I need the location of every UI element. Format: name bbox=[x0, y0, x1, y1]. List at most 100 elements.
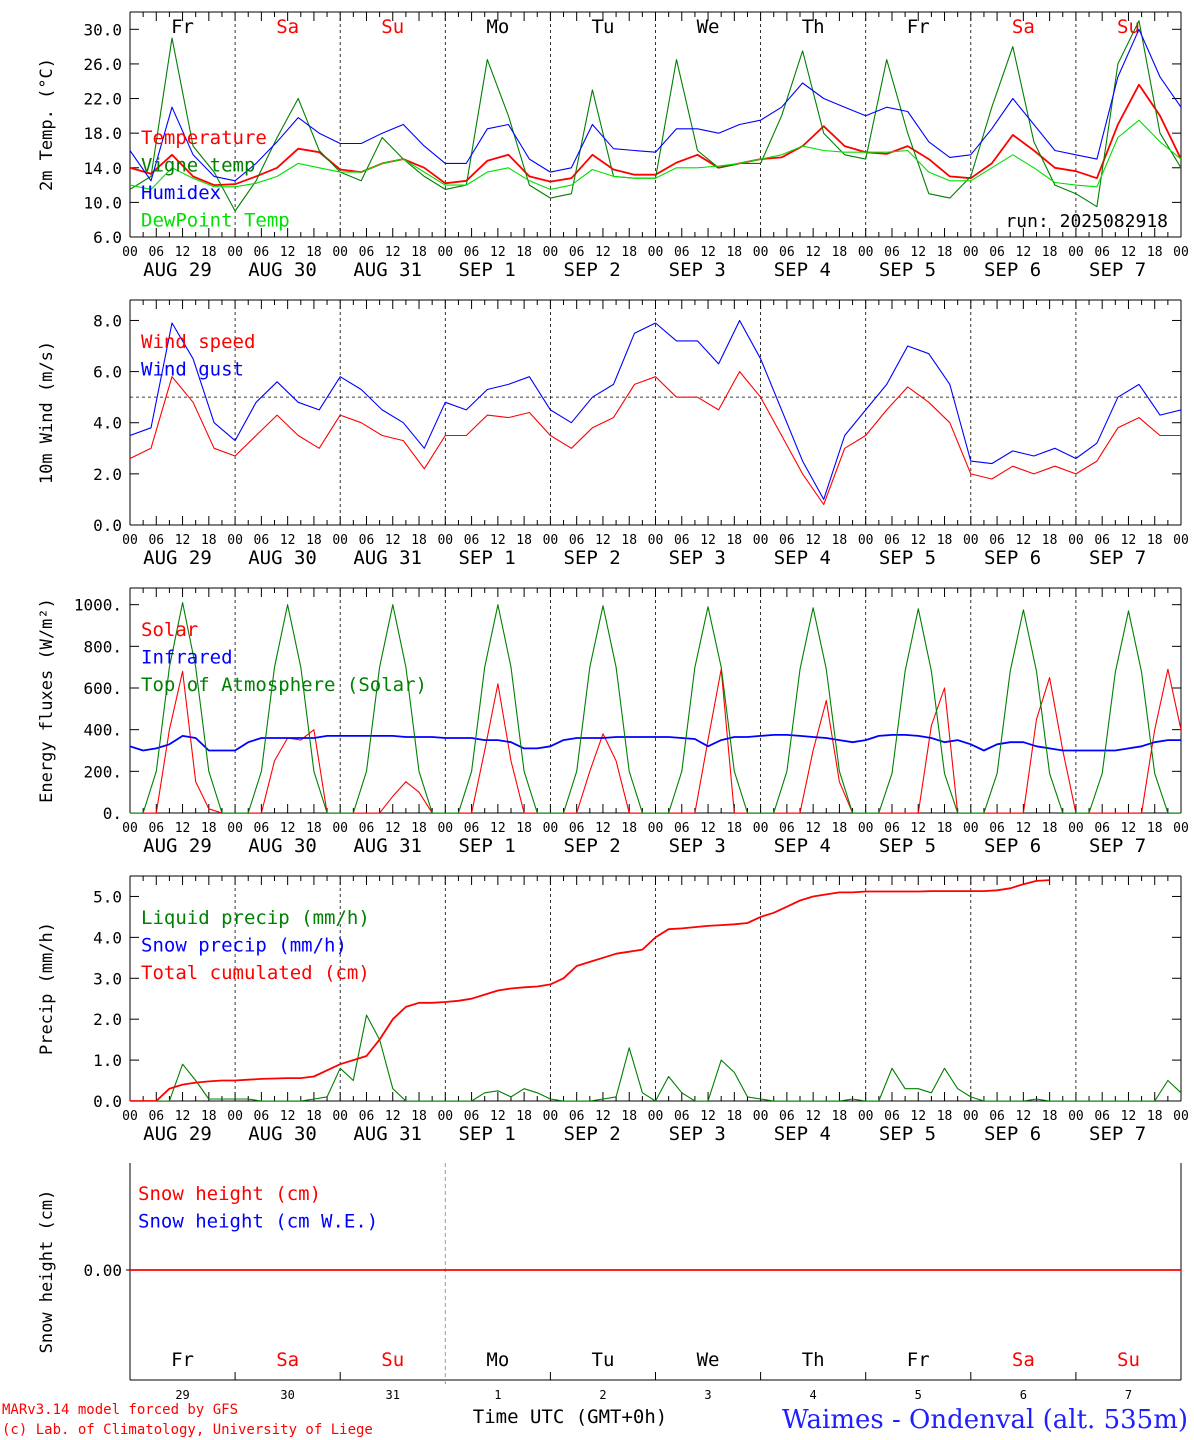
date-label: AUG 30 bbox=[248, 547, 317, 569]
hour-tick-label: 12 bbox=[805, 533, 821, 548]
weekday-label: Su bbox=[1117, 16, 1140, 38]
bottom-weekday-label: Th bbox=[802, 1349, 825, 1371]
hour-tick-label: 06 bbox=[569, 533, 585, 548]
bottom-day-number: 30 bbox=[280, 1388, 294, 1402]
series-line-humidex bbox=[130, 28, 1181, 182]
bottom-weekday-label: Su bbox=[381, 1349, 404, 1371]
hour-tick-label: 00 bbox=[332, 821, 348, 836]
hour-tick-label: 06 bbox=[779, 1109, 795, 1124]
hour-tick-label: 18 bbox=[937, 533, 953, 548]
date-label: AUG 29 bbox=[143, 259, 212, 281]
hour-tick-label: 00 bbox=[1068, 533, 1084, 548]
hour-tick-label: 00 bbox=[1173, 1109, 1189, 1124]
y-tick-label: 4.0 bbox=[93, 928, 122, 947]
hour-tick-label: 12 bbox=[175, 821, 191, 836]
date-label: AUG 29 bbox=[143, 835, 212, 857]
y-tick-label: 200. bbox=[83, 762, 122, 781]
hour-tick-label: 00 bbox=[648, 533, 664, 548]
date-label: SEP 5 bbox=[879, 259, 936, 281]
hour-tick-label: 00 bbox=[963, 533, 979, 548]
hour-tick-label: 12 bbox=[910, 821, 926, 836]
hour-tick-label: 18 bbox=[306, 245, 322, 260]
date-label: SEP 6 bbox=[984, 259, 1041, 281]
hour-tick-label: 12 bbox=[1121, 533, 1137, 548]
date-label: SEP 1 bbox=[458, 547, 515, 569]
legend-item: Wind gust bbox=[141, 359, 244, 381]
hour-tick-label: 00 bbox=[543, 533, 559, 548]
date-label: SEP 3 bbox=[669, 259, 726, 281]
hour-tick-label: 12 bbox=[490, 533, 506, 548]
bottom-weekday-label: Sa bbox=[276, 1349, 299, 1371]
hour-tick-label: 00 bbox=[753, 821, 769, 836]
hour-tick-label: 18 bbox=[832, 533, 848, 548]
hour-tick-label: 18 bbox=[937, 821, 953, 836]
hour-tick-label: 18 bbox=[1042, 245, 1058, 260]
hour-tick-label: 18 bbox=[516, 533, 532, 548]
y-tick-label: 14.0 bbox=[83, 159, 122, 178]
hour-tick-label: 12 bbox=[700, 533, 716, 548]
bottom-day-number: 2 bbox=[599, 1388, 606, 1402]
hour-tick-label: 12 bbox=[1121, 245, 1137, 260]
bottom-day-number: 1 bbox=[494, 1388, 501, 1402]
bottom-day-number: 4 bbox=[810, 1388, 817, 1402]
hour-tick-label: 18 bbox=[1042, 1109, 1058, 1124]
hour-tick-label: 00 bbox=[648, 821, 664, 836]
bottom-day-number: 31 bbox=[386, 1388, 400, 1402]
hour-tick-label: 12 bbox=[805, 821, 821, 836]
y-tick-label: 3.0 bbox=[93, 969, 122, 988]
bottom-weekday-label: Su bbox=[1117, 1349, 1140, 1371]
hour-tick-label: 06 bbox=[884, 821, 900, 836]
y-axis-label: Precip (mm/h) bbox=[37, 922, 57, 1055]
hour-tick-label: 18 bbox=[1147, 533, 1163, 548]
series-line-top-of-atmosphere-solar- bbox=[130, 602, 1181, 813]
hour-tick-label: 18 bbox=[621, 245, 637, 260]
y-tick-label: 10.0 bbox=[83, 193, 122, 212]
hour-tick-label: 18 bbox=[201, 533, 217, 548]
hour-tick-label: 12 bbox=[490, 1109, 506, 1124]
y-tick-label: 600. bbox=[83, 679, 122, 698]
date-label: SEP 2 bbox=[564, 835, 621, 857]
bottom-day-labels: Fr Sa Su Mo Tu We Th Fr Sa Su 29 30 31 1 2 3 4 5 6 7 bbox=[171, 1349, 1140, 1402]
legend-item: Snow height (cm W.E.) bbox=[138, 1211, 378, 1233]
hour-tick-label: 00 bbox=[122, 1109, 138, 1124]
hour-tick-label: 18 bbox=[306, 1109, 322, 1124]
date-label: AUG 29 bbox=[143, 547, 212, 569]
hour-tick-label: 18 bbox=[1147, 821, 1163, 836]
series-line-infrared bbox=[130, 734, 1181, 752]
y-tick-label: 6.0 bbox=[93, 363, 122, 382]
hour-tick-label: 12 bbox=[1016, 533, 1032, 548]
hour-tick-label: 00 bbox=[437, 821, 453, 836]
hour-tick-label: 12 bbox=[805, 245, 821, 260]
hour-tick-label: 18 bbox=[516, 821, 532, 836]
date-label: SEP 6 bbox=[984, 547, 1041, 569]
hour-tick-label: 18 bbox=[621, 1109, 637, 1124]
hour-tick-label: 18 bbox=[726, 1109, 742, 1124]
hour-tick-label: 18 bbox=[621, 533, 637, 548]
y-axis-label: Energy fluxes (W/m²) bbox=[37, 598, 57, 803]
hour-tick-label: 06 bbox=[884, 533, 900, 548]
hour-tick-label: 12 bbox=[1016, 821, 1032, 836]
date-label: AUG 31 bbox=[353, 259, 422, 281]
hour-tick-label: 00 bbox=[122, 533, 138, 548]
hour-tick-label: 06 bbox=[148, 821, 164, 836]
hour-tick-label: 18 bbox=[201, 245, 217, 260]
hour-tick-label: 06 bbox=[1094, 533, 1110, 548]
hour-tick-label: 18 bbox=[937, 245, 953, 260]
date-label: AUG 31 bbox=[353, 835, 422, 857]
hour-tick-label: 00 bbox=[543, 1109, 559, 1124]
series-line-wind-gust bbox=[130, 319, 1181, 500]
bottom-day-number: 6 bbox=[1020, 1388, 1027, 1402]
hour-tick-label: 06 bbox=[254, 533, 270, 548]
hour-tick-label: 00 bbox=[437, 1109, 453, 1124]
bottom-day-number: 3 bbox=[704, 1388, 711, 1402]
hour-tick-label: 06 bbox=[569, 245, 585, 260]
bottom-day-number: 29 bbox=[175, 1388, 189, 1402]
date-label: AUG 29 bbox=[143, 1123, 212, 1145]
date-label: SEP 6 bbox=[984, 1123, 1041, 1145]
y-tick-label: 30.0 bbox=[83, 20, 122, 39]
legend-item: Wind speed bbox=[141, 331, 255, 353]
hour-tick-label: 00 bbox=[858, 533, 874, 548]
y-axis-label: Snow height (cm) bbox=[37, 1190, 57, 1354]
hour-tick-label: 12 bbox=[595, 1109, 611, 1124]
date-label: SEP 7 bbox=[1089, 835, 1146, 857]
